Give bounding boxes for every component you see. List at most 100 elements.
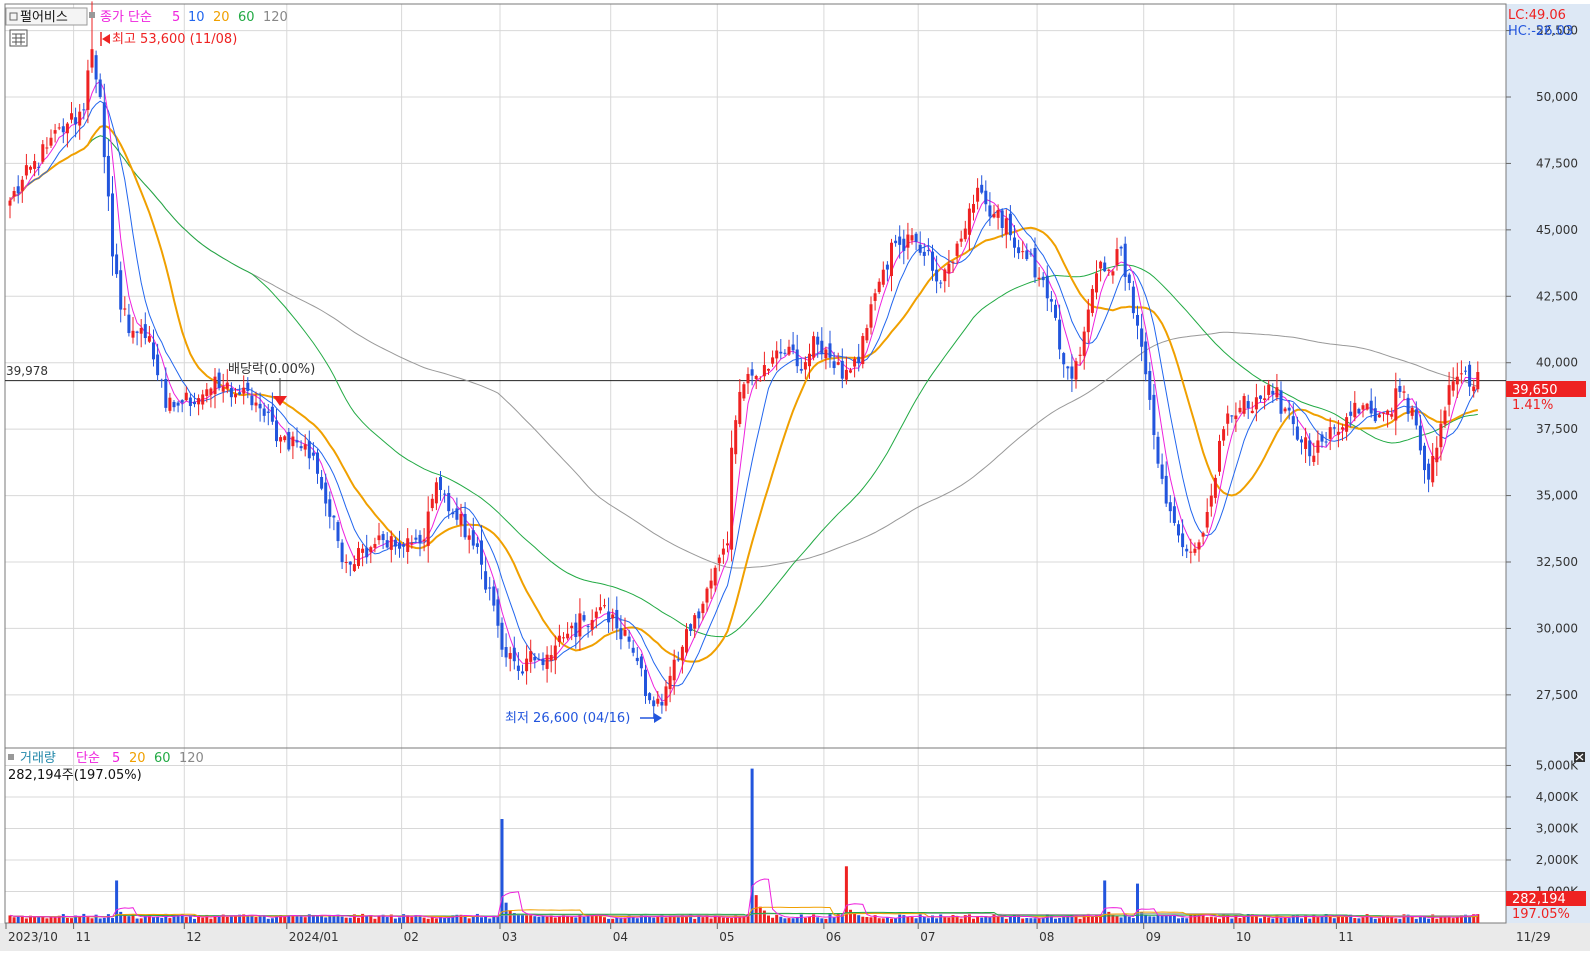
candle-body <box>914 233 918 242</box>
volume-bar <box>369 915 373 923</box>
volume-bar <box>1336 915 1340 923</box>
candle-body <box>849 370 852 373</box>
volume-bar <box>1181 917 1185 923</box>
volume-bar <box>1345 916 1349 923</box>
volume-bar <box>422 917 426 923</box>
legend-volume-ma20[interactable]: 20 <box>129 751 146 766</box>
candle-body <box>205 389 209 397</box>
candle-body <box>221 386 225 392</box>
volume-bar <box>139 918 143 923</box>
volume-bar <box>1418 916 1422 923</box>
volume-bar <box>1242 915 1246 923</box>
volume-bar <box>656 917 660 923</box>
volume-bar <box>1431 914 1435 923</box>
volume-bar <box>529 915 533 923</box>
candle-body <box>865 328 869 341</box>
volume-bar <box>324 917 328 923</box>
volume-bar <box>1156 914 1160 923</box>
candle-body <box>701 603 705 614</box>
volume-bar <box>426 918 430 923</box>
legend-volume-simple[interactable]: 단순 <box>76 751 100 766</box>
volume-tick-label: 5,000K <box>1536 758 1579 772</box>
legend-volume-ma120[interactable]: 120 <box>179 751 204 766</box>
legend-volume-label[interactable]: 거래량 <box>20 751 56 766</box>
candle-body <box>176 402 180 406</box>
volume-bar <box>894 918 898 923</box>
legend-ma10[interactable]: 10 <box>188 10 205 25</box>
volume-bar <box>1172 915 1176 923</box>
candle-body <box>623 630 627 636</box>
volume-bar <box>734 915 738 923</box>
stock-name[interactable]: 펄어비스 <box>20 10 68 25</box>
volume-bar <box>1357 918 1361 923</box>
price-tick-label: 30,000 <box>1536 621 1578 635</box>
volume-bar <box>1131 918 1135 923</box>
candle-body <box>598 607 602 611</box>
volume-bar <box>644 915 647 923</box>
candle-body <box>615 609 619 629</box>
candle-body <box>406 538 410 552</box>
candle-body <box>1201 532 1205 537</box>
volume-bar <box>1209 916 1213 923</box>
legend-ma5[interactable]: 5 <box>172 10 180 25</box>
candle-body <box>492 586 496 606</box>
legend-ma20[interactable]: 20 <box>213 10 230 25</box>
candle-body <box>1361 405 1365 410</box>
volume-bar <box>1386 915 1390 923</box>
candle-body <box>828 343 832 358</box>
svg-text:39,650: 39,650 <box>1512 383 1558 398</box>
legend-volume-ma5[interactable]: 5 <box>112 751 120 766</box>
legend-close-label[interactable]: 종가 단순 <box>100 10 152 25</box>
candle-body <box>820 340 824 355</box>
legend-ma120[interactable]: 120 <box>263 10 288 25</box>
volume-bar <box>1308 918 1312 923</box>
volume-bar <box>1349 914 1353 923</box>
candle-body <box>1365 403 1369 410</box>
volume-bar <box>455 914 459 923</box>
volume-bar <box>701 917 705 923</box>
candle-body <box>627 636 631 642</box>
volume-bar <box>1074 915 1078 923</box>
candle-body <box>1168 502 1172 512</box>
price-tick-label: 52,500 <box>1536 24 1578 38</box>
candle-body <box>381 534 385 541</box>
calculator-icon[interactable] <box>9 29 28 47</box>
volume-bar <box>270 918 274 923</box>
candle-body <box>840 360 844 379</box>
candle-body <box>188 397 192 406</box>
candle-body <box>1041 276 1045 281</box>
volume-bar <box>504 902 508 923</box>
volume-bar <box>1066 915 1070 923</box>
candle-body <box>1451 381 1455 391</box>
candle-body <box>361 548 365 553</box>
candle-body <box>16 186 20 194</box>
candle-body <box>49 137 53 146</box>
date-tick-label: 07 <box>920 930 935 944</box>
volume-bar <box>1406 914 1410 923</box>
candle-body <box>873 293 877 301</box>
volume-bar <box>943 917 947 923</box>
candle-body <box>1308 440 1312 457</box>
volume-bar <box>1045 914 1049 923</box>
candle-body <box>1410 407 1414 416</box>
legend-volume-ma60[interactable]: 60 <box>154 751 171 766</box>
volume-bar <box>254 917 258 923</box>
volume-bar <box>393 918 397 923</box>
volume-bar <box>389 914 393 923</box>
chart-settings-icon[interactable] <box>9 12 18 21</box>
candle-body <box>943 269 947 282</box>
candle-body <box>37 166 41 168</box>
volume-bar <box>242 914 246 923</box>
date-tick-label: 12 <box>186 930 201 944</box>
legend-ma60[interactable]: 60 <box>238 10 255 25</box>
volume-bar <box>820 918 824 923</box>
volume-bar <box>1054 918 1057 923</box>
volume-bar <box>726 917 729 923</box>
candle-body <box>1439 423 1443 448</box>
volume-bar <box>1455 916 1459 923</box>
close-volume-panel-icon[interactable] <box>1574 752 1585 762</box>
candle-body <box>1234 415 1238 420</box>
candle-body <box>1291 416 1295 425</box>
candle-body <box>1341 427 1344 430</box>
